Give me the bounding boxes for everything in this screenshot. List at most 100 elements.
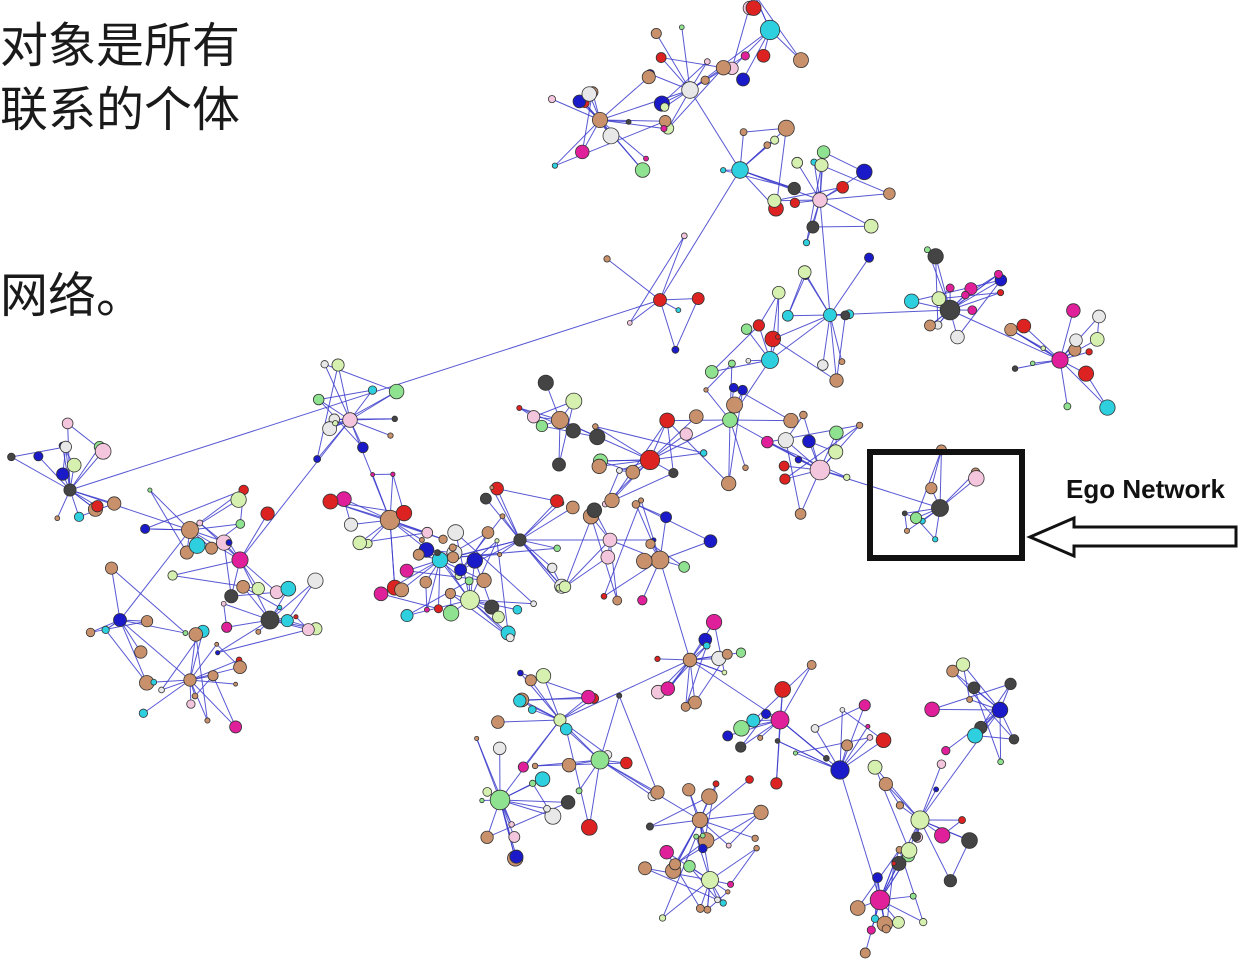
graph-node <box>701 871 719 889</box>
graph-node <box>878 776 893 792</box>
graph-node <box>691 292 705 305</box>
graph-node <box>529 779 537 787</box>
graph-node <box>722 412 738 428</box>
graph-node <box>823 308 837 322</box>
graph-edge <box>777 740 841 771</box>
graph-edge <box>469 540 498 601</box>
graph-node <box>745 0 762 16</box>
graph-edge <box>11 456 71 491</box>
graph-node <box>589 428 606 446</box>
graph-node <box>645 538 656 550</box>
graph-edge <box>565 729 590 828</box>
graph-node <box>770 777 783 790</box>
graph-node <box>936 759 947 769</box>
graph-edge <box>795 736 871 754</box>
graph-node <box>806 660 817 670</box>
graph-node <box>746 713 761 728</box>
graph-node <box>499 513 506 520</box>
graph-node <box>188 627 203 642</box>
graph-node <box>911 831 921 842</box>
graph-node <box>688 695 702 710</box>
graph-node <box>725 842 732 849</box>
graph-node <box>517 669 524 677</box>
graph-node <box>763 141 772 149</box>
graph-node <box>575 787 583 795</box>
graph-node <box>320 360 329 369</box>
graph-node <box>1085 348 1093 356</box>
graph-edge <box>349 419 391 521</box>
graph-node <box>91 500 104 513</box>
graph-edge <box>659 559 691 661</box>
graph-node <box>900 842 918 859</box>
graph-node <box>924 319 936 332</box>
graph-edge <box>819 193 890 201</box>
graph-edge <box>839 709 843 771</box>
graph-node <box>492 610 505 624</box>
graph-node <box>703 905 712 914</box>
graph-edge <box>599 759 701 821</box>
graph-node <box>479 492 492 505</box>
graph-node <box>904 293 920 309</box>
graph-node <box>740 323 753 335</box>
graph-edge <box>239 513 269 561</box>
graph-node <box>1066 303 1081 318</box>
graph-edge <box>938 292 1001 300</box>
graph-edge <box>952 670 1015 740</box>
graph-node <box>733 720 750 737</box>
graph-edge <box>212 675 237 728</box>
graph-node <box>230 491 247 508</box>
graph-node <box>872 872 883 883</box>
graph-edge <box>919 763 942 821</box>
graph-node <box>560 722 573 736</box>
graph-edge <box>497 719 561 723</box>
graph-edge <box>874 766 921 821</box>
graph-edge <box>269 580 316 621</box>
graph-node <box>828 444 844 460</box>
graph-node <box>678 24 685 31</box>
graph-edge <box>774 186 843 202</box>
graph-node <box>482 787 493 797</box>
graph-node <box>892 916 905 929</box>
graph-node <box>479 797 485 804</box>
graph-node <box>572 94 587 109</box>
graph-node <box>775 334 781 340</box>
graph-node <box>464 576 474 586</box>
graph-node <box>531 762 539 770</box>
graph-node <box>7 452 16 462</box>
graph-node <box>836 180 849 194</box>
ego-network-highlight-box <box>867 449 1025 561</box>
graph-edge <box>729 419 746 468</box>
graph-node <box>592 112 609 129</box>
graph-node <box>703 534 718 548</box>
graph-node <box>638 861 652 876</box>
graph-edge <box>659 235 685 301</box>
graph-edge <box>685 659 691 707</box>
graph-node <box>802 434 816 449</box>
graph-edge <box>769 314 831 361</box>
graph-edge <box>239 419 351 561</box>
graph-edge <box>711 325 760 373</box>
graph-edge <box>316 364 339 460</box>
graph-node <box>682 652 698 668</box>
graph-node <box>524 674 537 687</box>
graph-edge <box>932 708 1001 711</box>
graph-edge <box>784 424 860 480</box>
graph-node <box>693 833 700 840</box>
graph-node <box>660 511 672 524</box>
graph-node <box>742 464 749 471</box>
graph-node <box>841 739 853 752</box>
graph-node <box>1030 360 1036 366</box>
graph-node <box>527 705 537 714</box>
graph-edge <box>519 507 574 541</box>
graph-node <box>280 614 294 628</box>
graph-node <box>838 358 846 366</box>
graph-node <box>714 896 721 904</box>
graph-edge <box>929 273 999 326</box>
graph-edge <box>595 426 651 461</box>
graph-node <box>865 723 871 729</box>
graph-edge <box>105 629 148 684</box>
graph-node <box>101 625 110 635</box>
graph-node <box>527 410 541 424</box>
graph-node <box>721 648 733 660</box>
graph-node <box>931 291 947 306</box>
